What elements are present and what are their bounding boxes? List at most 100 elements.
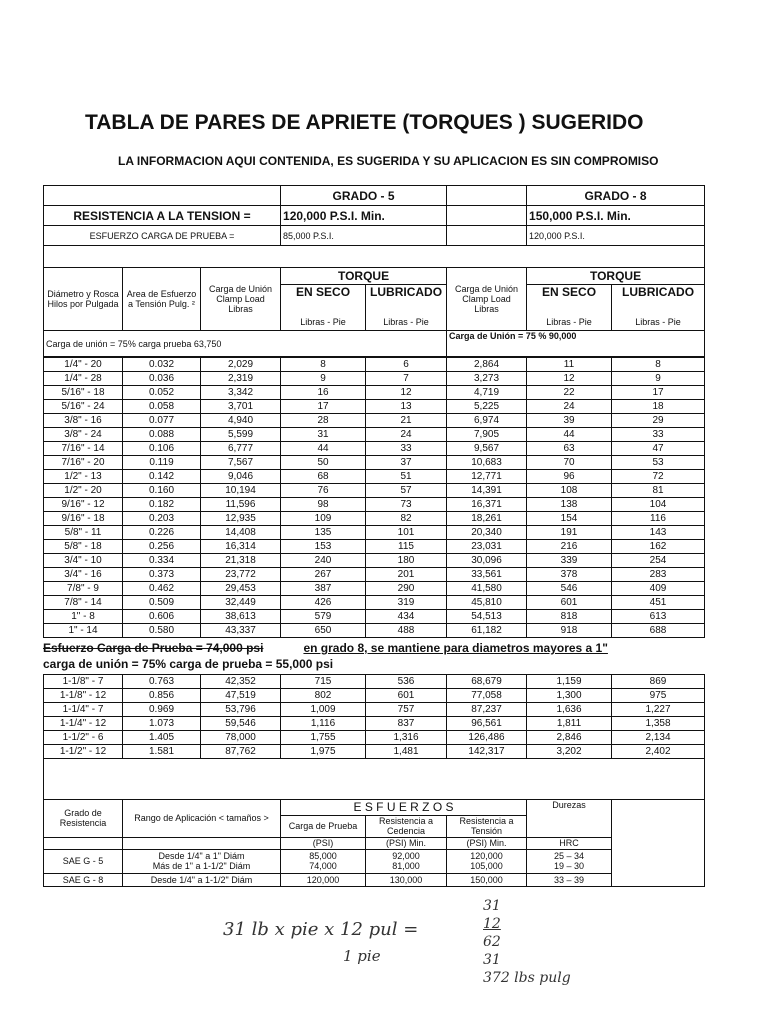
cell-carga-g8: 3,273 [446, 371, 527, 386]
cell-seco-g8: 1,636 [526, 702, 612, 717]
table-row: 1-1/8" - 7 0.763 42,352 715 536 68,679 1,159 86… [43, 674, 705, 689]
en-seco-g8: EN SECO [526, 284, 613, 315]
cell-diametro: 1/2" - 13 [43, 469, 123, 484]
cell-seco-g5: 267 [280, 567, 366, 582]
cell-diametro: 3/8" - 24 [43, 427, 123, 442]
esfuerzos-table: Grado de Resistencia Rango de Aplicación … [42, 759, 706, 887]
cell-diametro: 7/16" - 20 [43, 455, 123, 470]
cell-lub-g5: 601 [365, 688, 447, 703]
cell-lub-g8: 81 [611, 483, 705, 498]
g5-range-2: Más de 1" a 1-1/2" Diám [152, 861, 251, 871]
cell-lub-g8: 17 [611, 385, 705, 400]
cell-diametro: 7/16" - 14 [43, 441, 123, 456]
cell-carga-g8: 10,683 [446, 455, 527, 470]
esfuerzo-label: ESFUERZO CARGA DE PRUEBA = [42, 225, 282, 246]
cell-carga: 47,519 [200, 688, 281, 703]
g5-label: SAE G - 5 [43, 848, 123, 874]
table-row: 1/2" - 20 0.160 10,194 76 57 14,391 108 81 [43, 483, 705, 498]
resistencia-g5: 120,000 P.S.I. Min. [280, 205, 448, 226]
table-row: 3/4" - 16 0.373 23,772 267 201 33,561 378 283 [43, 567, 705, 582]
cell-lub-g5: 82 [365, 511, 447, 526]
handwritten-calculation: 31 12 62 31 372 lbs pulg [483, 897, 571, 987]
cell-lub-g5: 57 [365, 483, 447, 498]
cell-diametro: 1/4" - 20 [43, 357, 123, 372]
cell-carga-g8: 68,679 [446, 674, 527, 689]
lower-rango: Rango de Aplicación < tamaños > [122, 798, 281, 838]
cell-carga-g8: 4,719 [446, 385, 527, 400]
lubricado-g8: LUBRICADO [611, 284, 706, 315]
cell-carga: 4,940 [200, 413, 281, 428]
g5-cedencia-1: 92,000 [392, 851, 420, 861]
cell-lub-g8: 688 [611, 623, 705, 638]
lower-tension: Resistencia a Tensión [446, 814, 527, 838]
cell-lub-g5: 24 [365, 427, 447, 442]
note-grado8: en grado 8, se mantiene para diametros m… [303, 641, 608, 655]
g5-carga-1: 85,000 [309, 851, 337, 861]
unit-g5-lub: Libras - Pie [365, 314, 448, 331]
cell-seco-g8: 191 [526, 525, 612, 540]
note-carga: carga de unión = 75% carga de prueba = 5… [43, 657, 334, 671]
cell-area: 0.462 [122, 581, 201, 596]
cell-diametro: 9/16" - 12 [43, 497, 123, 512]
table-row: 5/16" - 24 0.058 3,701 17 13 5,225 24 18 [43, 399, 705, 414]
cell-seco-g5: 387 [280, 581, 366, 596]
cell-lub-g8: 143 [611, 525, 705, 540]
table-row: 1/2" - 13 0.142 9,046 68 51 12,771 96 72 [43, 469, 705, 484]
cell-lub-g5: 434 [365, 609, 447, 624]
cell-lub-g8: 975 [611, 688, 705, 703]
cell-lub-g8: 613 [611, 609, 705, 624]
lower-esfuerzos: E S F U E R Z O S [280, 798, 527, 816]
cell-area: 0.226 [122, 525, 201, 540]
cell-lub-g5: 6 [365, 357, 447, 372]
table-row: 5/16" - 18 0.052 3,342 16 12 4,719 22 17 [43, 385, 705, 400]
cell-carga-g8: 96,561 [446, 716, 527, 731]
table-row: 5/8" - 18 0.256 16,314 153 115 23,031 216 162 [43, 539, 705, 554]
esfuerzo-g8: 120,000 P.S.I. [526, 225, 706, 246]
col-carga-g8: Carga de Unión Clamp Load Libras [446, 267, 528, 331]
cell-lub-g5: 33 [365, 441, 447, 456]
table-row: 7/16" - 14 0.106 6,777 44 33 9,567 63 47 [43, 441, 705, 456]
cell-area: 0.088 [122, 427, 201, 442]
cell-diametro: 1-1/2" - 12 [43, 744, 123, 759]
cell-area: 0.606 [122, 609, 201, 624]
cell-carga-g8: 126,486 [446, 730, 527, 745]
cell-diametro: 1" - 8 [43, 609, 123, 624]
cell-carga: 53,796 [200, 702, 281, 717]
cell-lub-g5: 101 [365, 525, 447, 540]
cell-seco-g8: 70 [526, 455, 612, 470]
cell-seco-g8: 22 [526, 385, 612, 400]
cell-area: 1.073 [122, 716, 201, 731]
cell-seco-g8: 138 [526, 497, 612, 512]
cell-carga-g8: 14,391 [446, 483, 527, 498]
col-area: Area de Esfuerzo a Tensión Pulg. ² [122, 267, 201, 331]
cell-seco-g5: 240 [280, 553, 366, 568]
cell-seco-g8: 39 [526, 413, 612, 428]
cell-lub-g8: 1,358 [611, 716, 705, 731]
handwritten-denominator: 1 pie [343, 946, 381, 965]
cell-carga: 5,599 [200, 427, 281, 442]
calc-4: 31 [483, 951, 501, 968]
resistencia-label: RESISTENCIA A LA TENSION = [42, 205, 282, 226]
cell-carga-g8: 33,561 [446, 567, 527, 582]
cell-seco-g8: 24 [526, 399, 612, 414]
cell-seco-g8: 818 [526, 609, 612, 624]
cell-carga: 11,596 [200, 497, 281, 512]
cell-lub-g5: 488 [365, 623, 447, 638]
cell-carga: 9,046 [200, 469, 281, 484]
cell-diametro: 5/8" - 11 [43, 525, 123, 540]
cell-seco-g8: 3,202 [526, 744, 612, 759]
g5-hrc-2: 19 – 30 [553, 861, 585, 871]
table-row: 7/8" - 9 0.462 29,453 387 290 41,580 546 409 [43, 581, 705, 596]
cell-lub-g8: 47 [611, 441, 705, 456]
cell-seco-g5: 44 [280, 441, 366, 456]
cell-seco-g8: 12 [526, 371, 612, 386]
cell-seco-g5: 1,975 [280, 744, 366, 759]
cell-carga: 14,408 [200, 525, 281, 540]
cell-carga: 16,314 [200, 539, 281, 554]
cell-lub-g5: 1,316 [365, 730, 447, 745]
g5-tension-2: 105,000 [470, 861, 503, 871]
cell-carga: 29,453 [200, 581, 281, 596]
cell-lub-g5: 12 [365, 385, 447, 400]
cell-carga-g8: 77,058 [446, 688, 527, 703]
cell-carga-g8: 23,031 [446, 539, 527, 554]
